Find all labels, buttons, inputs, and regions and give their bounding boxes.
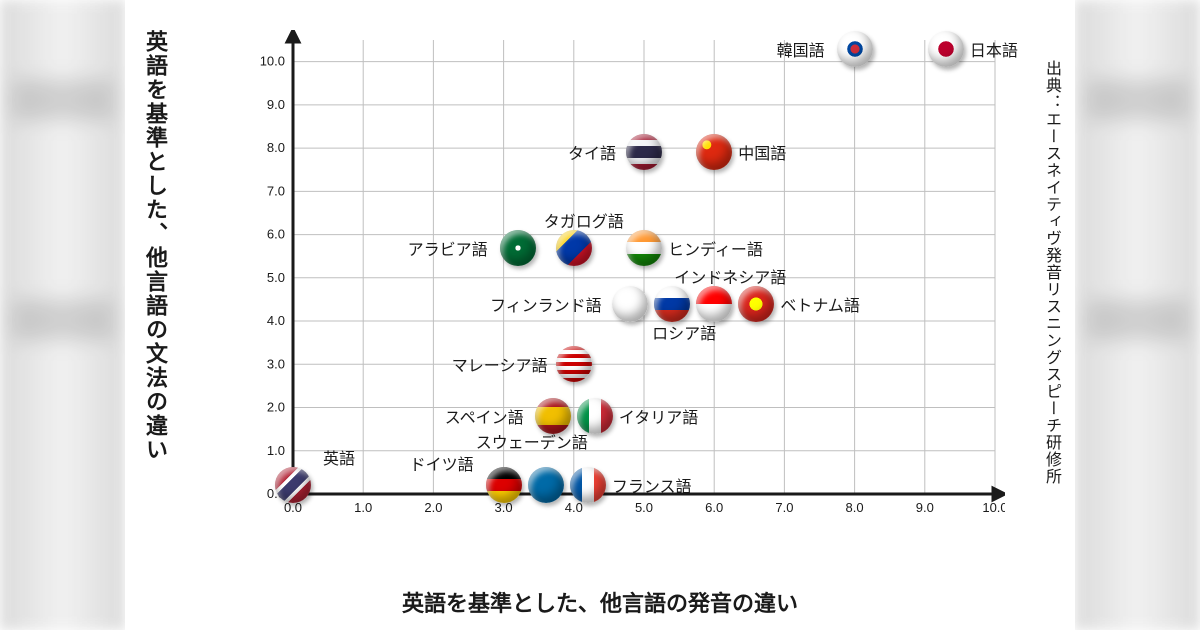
point-label: ロシア語 [652, 320, 716, 344]
point-label: スウェーデン語 [476, 429, 588, 453]
plot-grid: 0.01.02.03.04.05.06.07.08.09.010.00.01.0… [245, 30, 1005, 540]
flag-marker [556, 346, 592, 382]
flag-marker [500, 230, 536, 266]
flag-marker [626, 134, 662, 170]
point-label: タイ語 [568, 140, 616, 164]
point-label: ベトナム語 [780, 292, 860, 316]
flag-marker [528, 467, 564, 503]
flag-marker [577, 398, 613, 434]
point-label: スペイン語 [445, 404, 524, 428]
y-axis-label: 英語を基準とした、他言語の文法の違い [139, 30, 171, 462]
flag-marker [570, 467, 606, 503]
page: 英語を基準とした、他言語の文法の違い 出典：エースネイティヴ発音リスニングスピー… [0, 0, 1200, 630]
chart-content: 英語を基準とした、他言語の文法の違い 出典：エースネイティヴ発音リスニングスピー… [125, 0, 1075, 630]
flag-marker [275, 467, 311, 503]
svg-text:9.0: 9.0 [267, 97, 285, 112]
svg-text:5.0: 5.0 [635, 500, 653, 515]
svg-text:4.0: 4.0 [267, 313, 285, 328]
x-axis-label: 英語を基準とした、他言語の発音の違い [125, 586, 1075, 618]
point-label: ドイツ語 [410, 451, 474, 475]
svg-text:6.0: 6.0 [705, 500, 723, 515]
flag-marker [626, 230, 662, 266]
point-label: フィンランド語 [490, 292, 602, 316]
svg-text:8.0: 8.0 [267, 140, 285, 155]
svg-text:10.0: 10.0 [260, 54, 285, 69]
letterbox-left [0, 0, 125, 630]
letterbox-right [1075, 0, 1200, 630]
svg-text:1.0: 1.0 [354, 500, 372, 515]
point-label: マレーシア語 [452, 352, 548, 376]
svg-text:6.0: 6.0 [267, 227, 285, 242]
flag-marker [928, 31, 964, 67]
svg-text:7.0: 7.0 [267, 183, 285, 198]
svg-text:3.0: 3.0 [267, 356, 285, 371]
svg-text:7.0: 7.0 [775, 500, 793, 515]
svg-text:5.0: 5.0 [267, 270, 285, 285]
svg-text:1.0: 1.0 [267, 443, 285, 458]
point-label: フランス語 [612, 473, 692, 497]
flag-marker [837, 31, 873, 67]
flag-marker [612, 286, 648, 322]
flag-marker [556, 230, 592, 266]
source-label: 出典：エースネイティヴ発音リスニングスピーチ研修所 [1039, 60, 1063, 485]
svg-text:2.0: 2.0 [267, 400, 285, 415]
point-label: 日本語 [970, 37, 1018, 61]
flag-marker [696, 134, 732, 170]
point-label: タガログ語 [544, 208, 624, 232]
flag-marker [738, 286, 774, 322]
flag-marker [696, 286, 732, 322]
flag-marker [535, 398, 571, 434]
point-label: ヒンディー語 [668, 236, 763, 260]
point-label: イタリア語 [619, 404, 698, 428]
flag-marker [654, 286, 690, 322]
point-label: 韓国語 [777, 37, 825, 61]
point-label: アラビア語 [408, 236, 488, 260]
scatter-plot: 0.01.02.03.04.05.06.07.08.09.010.00.01.0… [245, 30, 1005, 540]
svg-text:9.0: 9.0 [916, 500, 934, 515]
point-label: 中国語 [738, 140, 786, 164]
svg-text:8.0: 8.0 [846, 500, 864, 515]
svg-text:4.0: 4.0 [565, 500, 583, 515]
svg-text:10.0: 10.0 [982, 500, 1005, 515]
point-label: インドネシア語 [674, 264, 786, 288]
flag-marker [486, 467, 522, 503]
svg-text:2.0: 2.0 [424, 500, 442, 515]
point-label: 英語 [323, 445, 355, 469]
